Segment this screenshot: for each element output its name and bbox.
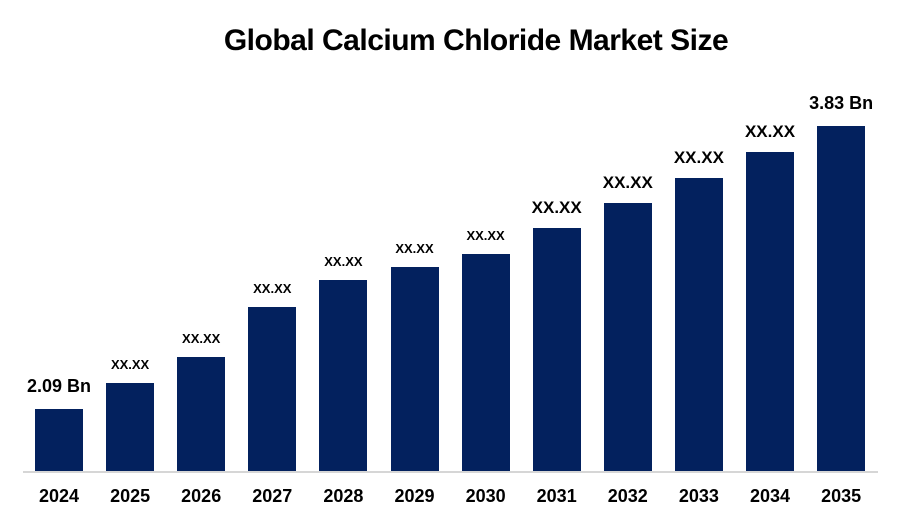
bar [674, 178, 723, 471]
bar-value-label: XX.XX [253, 281, 292, 296]
bar [106, 383, 155, 471]
chart-title: Global Calcium Chloride Market Size [223, 24, 729, 57]
bar [817, 126, 866, 471]
bar [390, 267, 439, 471]
x-axis-tick-label: 2029 [394, 486, 435, 506]
x-axis-tick-label: 2028 [323, 486, 364, 506]
bar [532, 228, 581, 471]
x-axis-tick-label: 2035 [821, 486, 862, 506]
bar-value-label: XX.XX [744, 122, 796, 141]
bar [461, 254, 510, 471]
bar-value-label: XX.XX [110, 357, 150, 372]
bar [248, 307, 297, 471]
x-axis-tick-label: 2025 [110, 486, 151, 506]
bar-value-label: XX.XX [531, 198, 582, 217]
x-axis-tick-label: 2031 [536, 486, 577, 506]
bar-value-label: 2.09 Bn [26, 376, 92, 396]
x-axis-tick-label: 2034 [749, 486, 791, 506]
x-axis-line [23, 471, 878, 473]
x-axis-tick-label: 2030 [465, 486, 506, 506]
x-axis-tick-label: 2024 [38, 486, 80, 506]
bar [35, 409, 83, 471]
bar [603, 203, 652, 471]
bar [746, 152, 794, 471]
x-axis-tick-label: 2032 [607, 486, 648, 506]
bar-value-label: XX.XX [182, 331, 221, 346]
bar-value-label: XX.XX [602, 173, 653, 192]
bar-value-label: XX.XX [324, 254, 363, 269]
bar-value-label: 3.83 Bn [809, 93, 874, 113]
x-axis-tick-label: 2033 [678, 486, 719, 506]
bar-value-label: XX.XX [466, 228, 505, 243]
x-axis-tick-label: 2026 [181, 486, 222, 506]
bar [177, 357, 226, 471]
bar-value-label: XX.XX [395, 241, 434, 256]
x-axis-tick-label: 2027 [252, 486, 293, 506]
bar-value-label: XX.XX [673, 148, 724, 167]
bar [319, 280, 368, 471]
